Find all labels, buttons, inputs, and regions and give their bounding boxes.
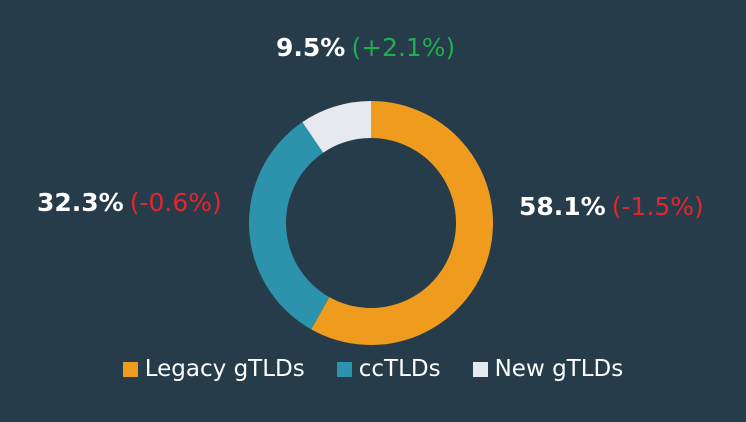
- slice-label-new-gtlds: 9.5% (+2.1%): [276, 33, 455, 63]
- donut-slice-cctlds: [249, 122, 330, 330]
- legend-swatch-legacy-gtlds: [122, 361, 138, 377]
- legend-item-new-gtlds: New gTLDs: [472, 356, 624, 382]
- legend-item-legacy-gtlds: Legacy gTLDs: [122, 356, 305, 382]
- value-label-cctlds: 32.3%: [37, 188, 124, 217]
- change-label-cctlds: (-0.6%): [129, 188, 222, 217]
- legend-item-cctlds: ccTLDs: [336, 356, 441, 382]
- legend-label-legacy-gtlds: Legacy gTLDs: [144, 356, 305, 382]
- donut-slice-legacy-gtlds: [311, 101, 494, 345]
- legend: Legacy gTLDs ccTLDs New gTLDs: [0, 354, 746, 384]
- donut-slice-new-gtlds: [302, 101, 371, 153]
- slice-label-cctlds: 32.3% (-0.6%): [37, 188, 222, 218]
- slice-label-legacy-gtlds: 58.1% (-1.5%): [519, 192, 704, 222]
- legend-swatch-cctlds: [336, 361, 352, 377]
- change-label-new-gtlds: (+2.1%): [351, 33, 456, 62]
- value-label-new-gtlds: 9.5%: [276, 33, 346, 62]
- legend-label-cctlds: ccTLDs: [358, 356, 441, 382]
- legend-swatch-new-gtlds: [472, 361, 488, 377]
- value-label-legacy-gtlds: 58.1%: [519, 192, 606, 221]
- legend-label-new-gtlds: New gTLDs: [494, 356, 624, 382]
- change-label-legacy-gtlds: (-1.5%): [611, 192, 704, 221]
